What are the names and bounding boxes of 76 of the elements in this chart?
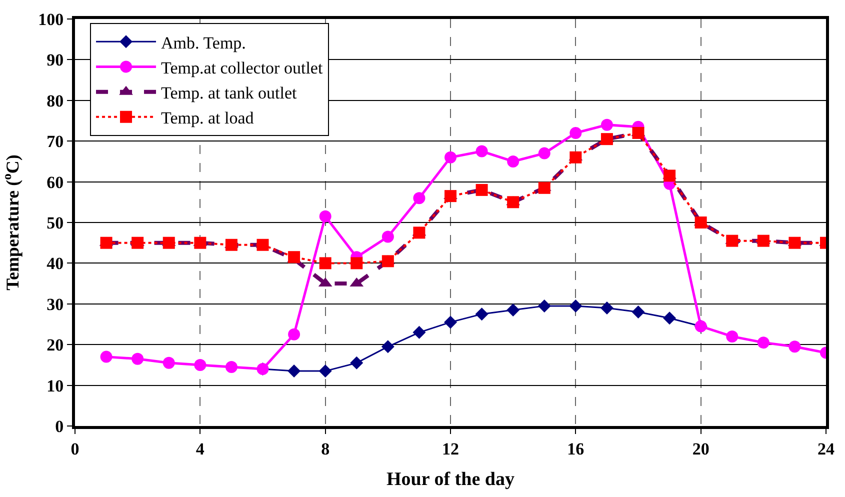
- y-tick-label: 20: [46, 336, 64, 355]
- legend-label: Amb. Temp.: [161, 33, 246, 52]
- point: [600, 301, 614, 314]
- legend-label: Temp. at load: [161, 108, 254, 128]
- point: [350, 257, 363, 270]
- point: [600, 118, 613, 131]
- point: [319, 257, 332, 270]
- point: [381, 340, 394, 354]
- point: [538, 182, 550, 194]
- point: [382, 230, 394, 243]
- y-tick-label: 50: [46, 213, 64, 232]
- point: [570, 126, 582, 139]
- y-tick-label: 100: [38, 10, 64, 29]
- point: [538, 147, 550, 160]
- y-tick-label: 40: [46, 254, 64, 274]
- point: [382, 255, 394, 268]
- point: [100, 350, 112, 363]
- point: [444, 151, 456, 164]
- point: [319, 210, 332, 222]
- x-tick-label: 8: [321, 439, 330, 458]
- point: [726, 330, 738, 342]
- point: [600, 133, 613, 146]
- point: [726, 234, 738, 247]
- x-axis-title: Hour of the day: [386, 469, 515, 490]
- legend-label: Temp. at tank outlet: [161, 83, 298, 102]
- point: [225, 360, 238, 373]
- point: [350, 356, 364, 370]
- x-tick-label: 20: [692, 439, 710, 458]
- point: [412, 326, 426, 339]
- point: [318, 364, 332, 378]
- point: [413, 226, 426, 239]
- y-tick-label: 30: [46, 294, 64, 314]
- point: [444, 190, 456, 202]
- y-tick-label: 70: [46, 132, 64, 152]
- point: [256, 238, 269, 251]
- point: [225, 238, 238, 251]
- point: [194, 236, 206, 249]
- point: [162, 236, 175, 249]
- y-tick-label: 10: [46, 376, 64, 396]
- y-tick-label: 80: [46, 91, 64, 110]
- point: [632, 306, 645, 319]
- point: [132, 236, 144, 249]
- point: [194, 358, 206, 371]
- point: [100, 236, 112, 249]
- point: [664, 170, 676, 182]
- point: [507, 155, 520, 168]
- point: [569, 299, 582, 312]
- point: [632, 126, 644, 139]
- point: [757, 336, 770, 349]
- point: [757, 234, 770, 247]
- point: [788, 236, 801, 249]
- point: [476, 145, 488, 158]
- point: [506, 304, 520, 317]
- point: [694, 216, 707, 228]
- y-tick-label: 60: [46, 172, 64, 192]
- x-tick-label: 24: [818, 439, 835, 458]
- point: [132, 352, 144, 365]
- x-tick-label: 4: [196, 439, 205, 458]
- y-tick-label: 90: [46, 50, 64, 70]
- x-tick-label: 16: [567, 439, 584, 458]
- x-tick-label: 12: [442, 439, 459, 458]
- point: [663, 312, 676, 325]
- point: [538, 299, 551, 312]
- point: [570, 151, 582, 164]
- point: [413, 192, 426, 204]
- point: [476, 184, 488, 196]
- point: [162, 356, 175, 369]
- point: [788, 340, 801, 353]
- point: [475, 308, 488, 321]
- x-tick-label: 0: [70, 439, 80, 458]
- y-tick-label: 0: [55, 416, 64, 436]
- point: [507, 196, 520, 208]
- point: [288, 328, 300, 340]
- point: [288, 364, 301, 378]
- legend-label: Temp.at collector outlet: [161, 58, 323, 78]
- point: [444, 316, 457, 329]
